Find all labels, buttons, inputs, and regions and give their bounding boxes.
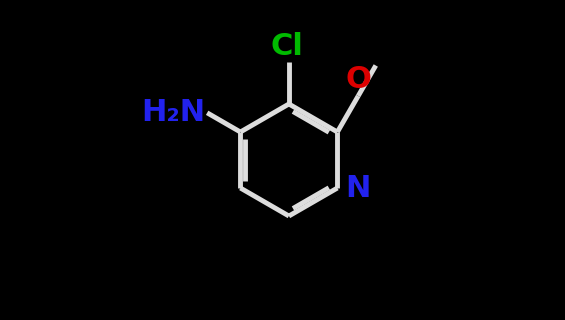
Text: H₂N: H₂N bbox=[141, 98, 206, 127]
Text: O: O bbox=[345, 65, 371, 94]
Text: N: N bbox=[345, 173, 371, 203]
Text: Cl: Cl bbox=[271, 32, 304, 61]
